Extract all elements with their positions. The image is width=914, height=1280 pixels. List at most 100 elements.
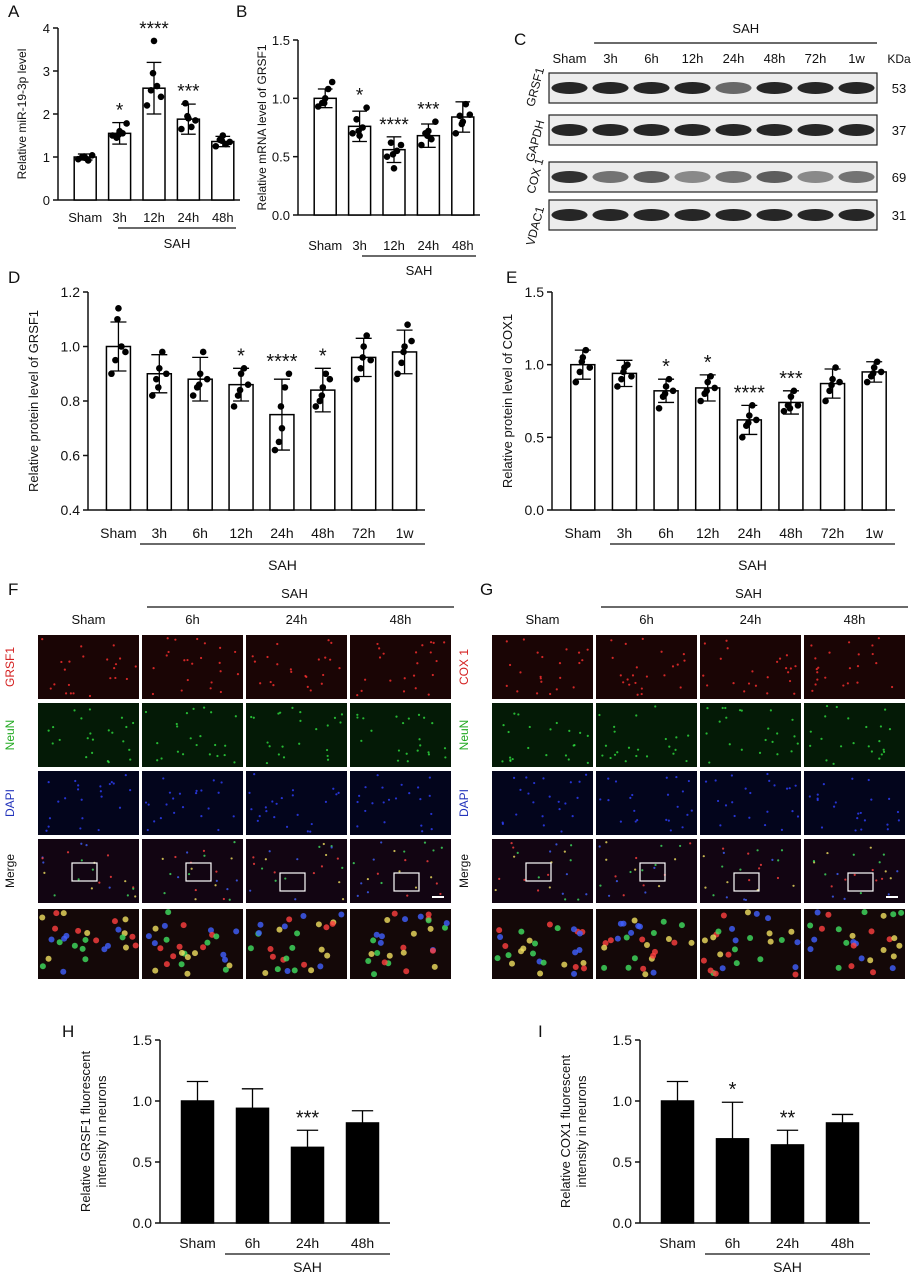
if-image	[596, 839, 697, 903]
if-cell	[708, 761, 711, 764]
if-cell	[76, 788, 80, 791]
data-point	[359, 354, 366, 361]
if-cell	[352, 862, 355, 865]
panel-label-i: I	[538, 1022, 543, 1041]
if-cell	[39, 914, 46, 921]
if-cell	[513, 855, 516, 858]
if-cell	[296, 813, 299, 816]
if-cell	[417, 913, 424, 920]
if-cell	[112, 644, 115, 647]
if-cell	[852, 853, 855, 856]
data-point	[387, 139, 395, 146]
data-point	[466, 111, 474, 118]
if-cell	[704, 780, 708, 783]
if-cell	[341, 897, 345, 901]
data-point	[790, 387, 798, 395]
if-cell	[382, 652, 385, 655]
if-cell	[703, 642, 706, 645]
if-cell	[808, 795, 811, 798]
if-cell	[852, 742, 855, 745]
if-cell	[49, 687, 52, 690]
if-cell	[315, 728, 318, 731]
if-cell	[366, 891, 370, 894]
if-cell	[98, 881, 101, 884]
if-cell	[816, 798, 819, 802]
if-cell	[356, 713, 359, 716]
if-cell	[756, 849, 759, 852]
if-cell	[39, 963, 46, 970]
if-cell	[601, 944, 608, 951]
data-point	[870, 364, 878, 371]
if-cell	[376, 642, 379, 646]
data-point	[707, 372, 714, 380]
if-cell	[104, 942, 111, 949]
data-point	[456, 112, 464, 120]
if-cell	[284, 877, 287, 880]
if-cell	[387, 798, 391, 801]
if-cell	[269, 953, 276, 960]
if-cell	[381, 786, 384, 789]
significance-marker: *	[662, 356, 670, 378]
if-cell	[788, 679, 792, 683]
if-cell	[398, 870, 401, 873]
if-cell	[153, 820, 156, 823]
if-cell	[173, 811, 176, 814]
if-cell	[156, 759, 159, 762]
data-point	[143, 102, 151, 109]
if-cell	[640, 692, 643, 696]
zoom-box	[185, 862, 212, 882]
if-cell	[118, 657, 122, 660]
y-tick-label: 0.5	[525, 429, 545, 445]
data-point	[147, 87, 155, 94]
if-image	[700, 909, 801, 979]
if-cell	[48, 936, 55, 943]
if-cell	[559, 676, 562, 679]
if-cell	[807, 946, 814, 953]
if-cell	[848, 963, 855, 970]
if-cell	[404, 859, 407, 862]
if-cell	[665, 936, 672, 943]
if-cell	[114, 663, 118, 666]
data-point	[203, 375, 211, 383]
if-cell	[523, 878, 526, 881]
if-column-label: 24h	[740, 612, 762, 627]
if-cell	[843, 939, 850, 946]
data-point	[114, 315, 121, 323]
x-tick-label: 3h	[152, 525, 168, 541]
if-cell	[867, 957, 874, 964]
if-cell	[397, 749, 401, 752]
if-cell	[403, 850, 406, 853]
if-cell	[435, 882, 438, 885]
if-cell	[807, 922, 814, 929]
if-cell	[106, 658, 109, 661]
zoom-box	[639, 862, 666, 882]
if-cell	[898, 909, 905, 916]
if-cell	[326, 754, 329, 758]
if-cell	[64, 797, 67, 800]
if-cell	[565, 648, 568, 651]
if-cell	[836, 872, 839, 876]
data-point	[794, 402, 802, 409]
data-point	[452, 130, 460, 137]
zoom-box	[733, 872, 760, 892]
blot-protein-label: VDAC1	[523, 205, 547, 248]
if-cell	[268, 745, 271, 748]
if-cell	[635, 666, 638, 669]
if-cell	[549, 692, 552, 696]
data-point	[122, 348, 129, 356]
if-cell	[174, 638, 177, 641]
if-cell	[45, 829, 48, 832]
if-cell	[202, 849, 206, 852]
if-cell	[395, 715, 398, 718]
zoom-box	[71, 862, 98, 882]
blot-band	[838, 82, 875, 94]
if-cell	[410, 930, 417, 937]
if-cell	[145, 933, 152, 940]
if-cell	[429, 947, 436, 954]
if-cell	[51, 742, 54, 745]
significance-marker: ***	[177, 81, 200, 102]
if-cell	[541, 655, 544, 659]
data-point	[230, 403, 238, 410]
x-tick-label: 24h	[418, 238, 440, 253]
if-cell	[540, 680, 543, 683]
